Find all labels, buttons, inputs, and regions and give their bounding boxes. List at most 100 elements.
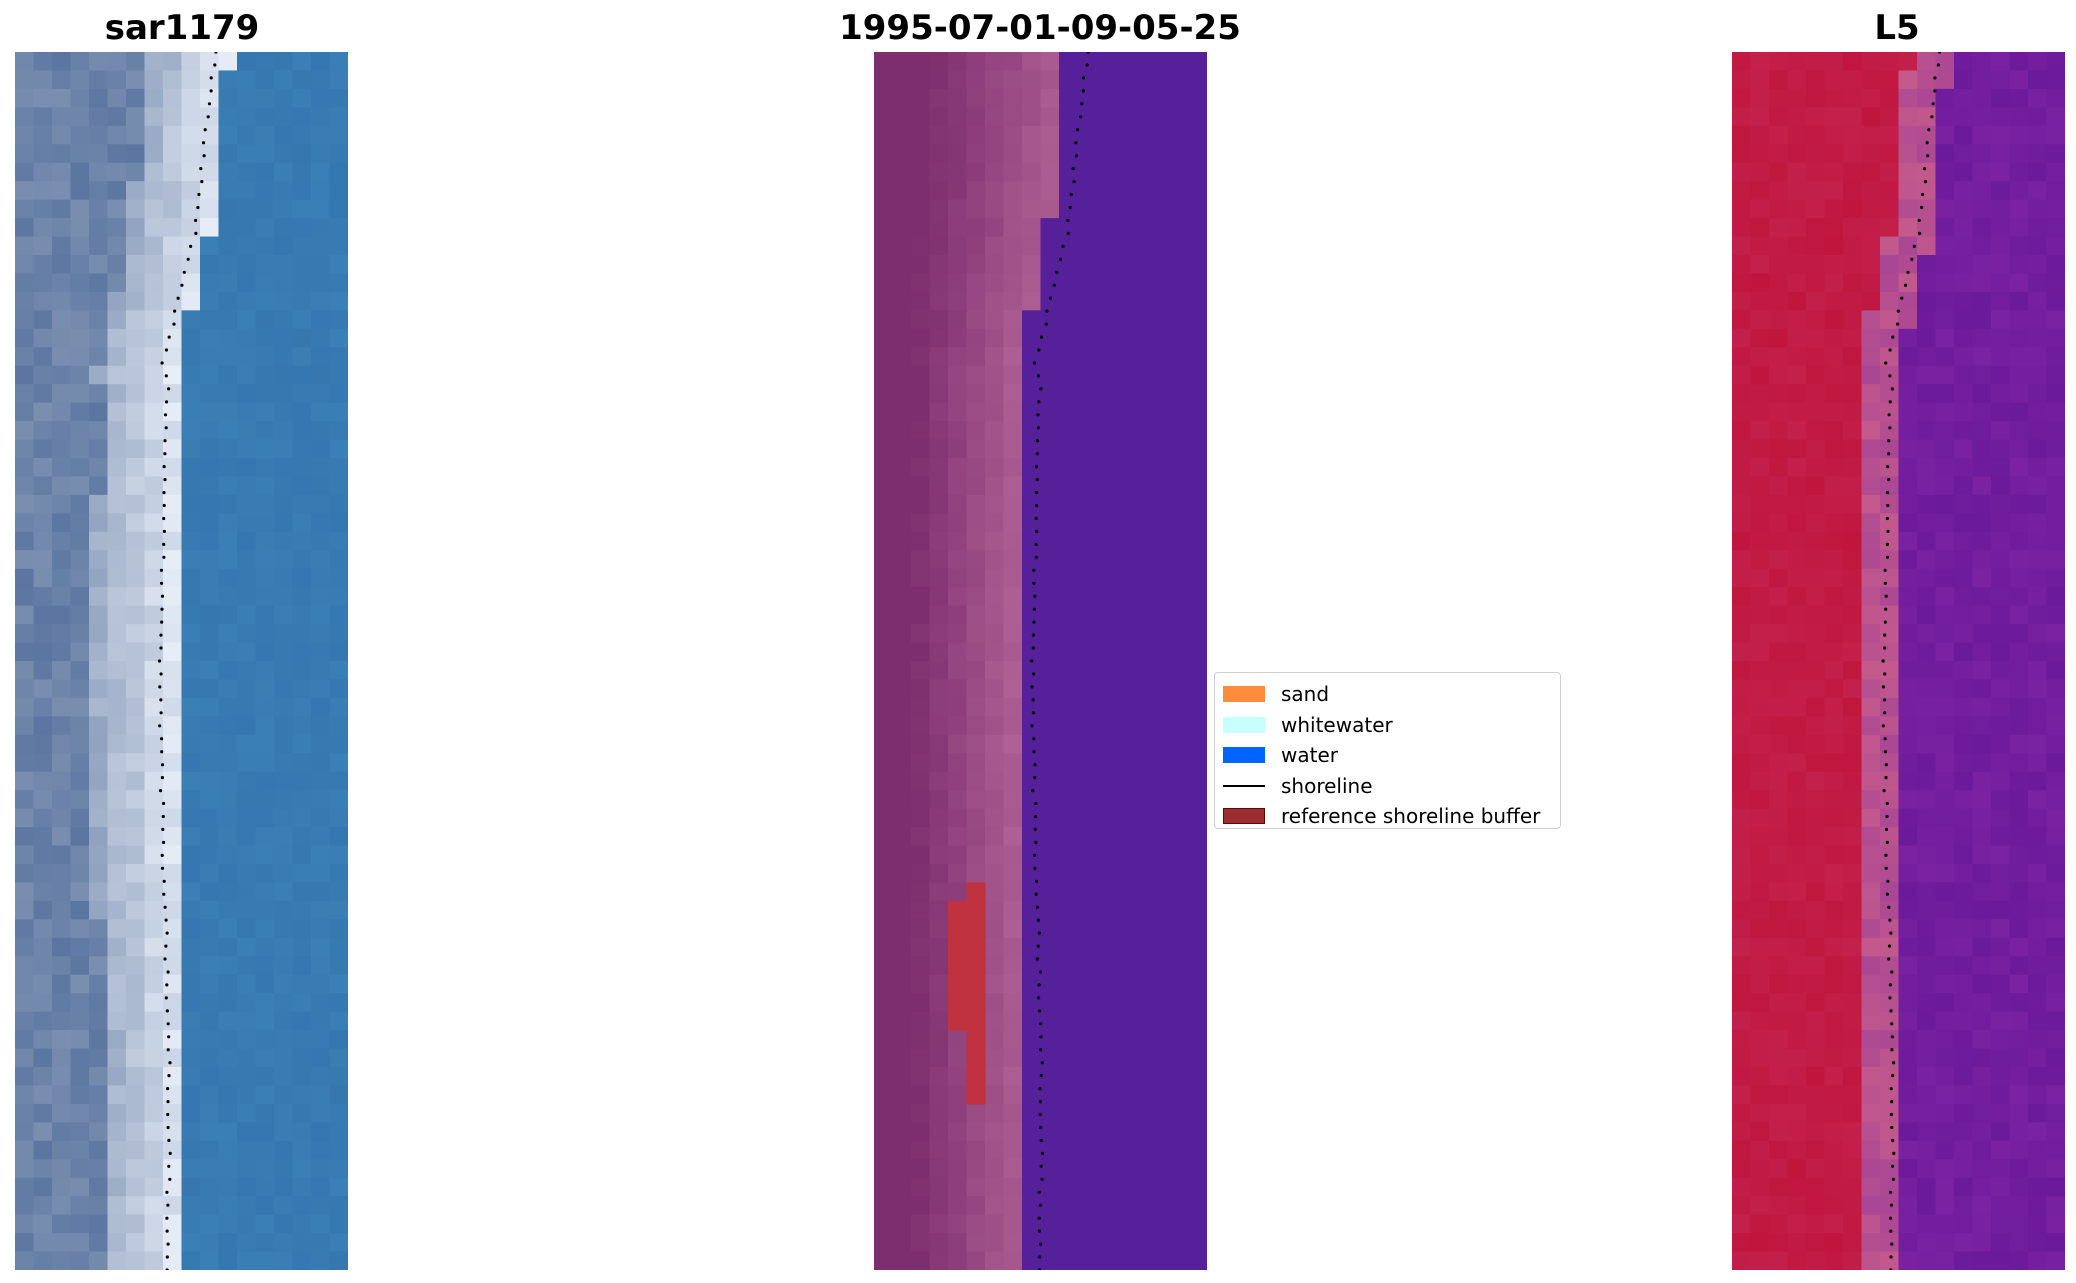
shoreline-point (1888, 400, 1892, 404)
shoreline-point (159, 568, 164, 572)
shoreline-point (203, 128, 207, 132)
buffer-swatch-icon (1223, 808, 1265, 825)
shoreline-point (1889, 1009, 1893, 1013)
shoreline-point (1885, 555, 1890, 559)
shoreline-point (1936, 63, 1940, 67)
shoreline-point (1883, 711, 1887, 715)
shoreline-point (1900, 296, 1904, 300)
whitewater-swatch-icon (1223, 716, 1265, 733)
shoreline-point (167, 1074, 171, 1078)
shoreline-point (161, 827, 165, 832)
shoreline-point (1882, 789, 1886, 793)
shoreline-point (164, 374, 168, 378)
shoreline-point (1918, 231, 1922, 235)
shoreline-point (186, 257, 190, 261)
shoreline-point (1031, 646, 1035, 650)
shoreline-point (1886, 529, 1890, 533)
shoreline-point (1888, 996, 1892, 1000)
shoreline-point (1039, 387, 1043, 391)
shoreline-point (166, 1125, 170, 1130)
shoreline-line-icon (1223, 784, 1265, 787)
shoreline-point (160, 776, 164, 780)
shoreline-point (176, 296, 180, 300)
shoreline-point (164, 348, 168, 352)
shoreline-point (1039, 335, 1044, 339)
shoreline-point (1890, 387, 1894, 391)
shoreline-point (1890, 1164, 1895, 1168)
legend-item-water: water (1223, 740, 1552, 771)
shoreline-point (1080, 102, 1084, 106)
shoreline-point (160, 581, 164, 585)
shoreline-point (1884, 776, 1888, 780)
shoreline-point (1883, 646, 1887, 650)
shoreline-point (160, 361, 164, 365)
classification-image-panel (874, 52, 1207, 1270)
legend-item-shoreline: shoreline (1223, 771, 1552, 802)
shoreline-point (1884, 866, 1888, 870)
shoreline-point (162, 840, 166, 845)
shoreline-point (1081, 89, 1085, 93)
shoreline-point (165, 931, 169, 935)
shoreline-point (159, 646, 163, 650)
shoreline-point (1883, 750, 1887, 754)
shoreline-point (1891, 1074, 1895, 1078)
sand-swatch-icon (1223, 686, 1265, 703)
shoreline-point (1045, 309, 1049, 313)
shoreline-point (165, 1255, 169, 1259)
shoreline-point (180, 283, 184, 287)
shoreline-point (1033, 763, 1037, 767)
shoreline-point (160, 853, 164, 858)
shoreline-point (1032, 750, 1036, 754)
legend-label: sand (1281, 682, 1330, 707)
shoreline-point (1886, 503, 1890, 508)
shoreline-point (1031, 633, 1035, 637)
shoreline-point (199, 167, 203, 171)
shoreline-point (1885, 840, 1889, 845)
shoreline-point (1933, 89, 1937, 93)
shoreline-point (1066, 218, 1070, 222)
shoreline-point (161, 814, 165, 819)
shoreline-point (209, 76, 213, 80)
shoreline-point (1055, 270, 1059, 274)
shoreline-point (1032, 361, 1036, 365)
shoreline-point (160, 594, 165, 598)
shoreline-point (1035, 439, 1039, 443)
shoreline-point (1081, 76, 1086, 80)
shoreline-point (1037, 374, 1041, 378)
shoreline-point (1881, 659, 1885, 663)
shoreline-point (1921, 192, 1925, 197)
shoreline-point (1885, 892, 1889, 896)
shoreline-point (168, 1151, 172, 1155)
shoreline-point (166, 1242, 170, 1246)
shoreline-point (166, 1048, 170, 1052)
shoreline-point (1888, 426, 1892, 430)
shoreline-point (1032, 568, 1036, 572)
shoreline-point (1033, 853, 1037, 858)
shoreline-point (1886, 491, 1890, 495)
shoreline-point (1072, 180, 1076, 184)
shoreline-point (209, 89, 213, 93)
shoreline-point (1887, 413, 1891, 417)
shoreline-point (1892, 1151, 1896, 1155)
shoreline-point (1039, 1138, 1043, 1142)
shoreline-point (158, 724, 162, 728)
shoreline-point (1889, 1216, 1893, 1220)
shoreline-point (162, 491, 166, 495)
shoreline-point (1068, 205, 1072, 210)
shoreline-point (1035, 957, 1039, 961)
shoreline-point (1032, 620, 1036, 624)
shoreline-point (1882, 698, 1887, 702)
shoreline-point (166, 1112, 170, 1117)
shoreline-point (1086, 52, 1090, 54)
shoreline-point (1883, 568, 1887, 572)
shoreline-point (213, 63, 217, 67)
shoreline-point (160, 866, 165, 870)
shoreline-point (1039, 1074, 1043, 1078)
shoreline-point (165, 1190, 169, 1194)
shoreline-point (1938, 52, 1942, 54)
shoreline-point (173, 309, 177, 313)
shoreline-point (214, 52, 218, 54)
shoreline-point (1887, 439, 1891, 443)
shoreline-point (1071, 167, 1075, 171)
shoreline-point (167, 1035, 171, 1039)
